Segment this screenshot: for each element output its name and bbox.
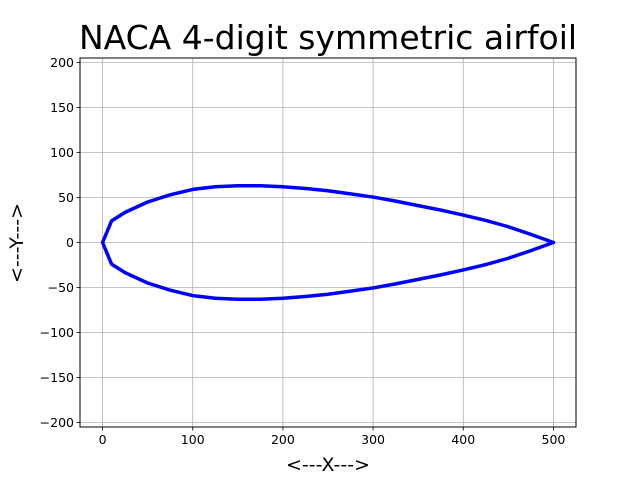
y-tick-label: 100 [50, 145, 74, 160]
y-tick-label: −200 [40, 415, 74, 430]
y-tick-label: 150 [50, 100, 74, 115]
y-tick-label: 0 [66, 235, 74, 250]
y-tick-label: 50 [58, 190, 74, 205]
y-tick-label: 200 [50, 55, 74, 70]
chart-title: NACA 4-digit symmetric airfoil [79, 18, 577, 57]
x-tick-label: 200 [271, 432, 295, 447]
x-tick-label: 0 [99, 432, 107, 447]
x-tick-label: 300 [361, 432, 385, 447]
y-tick-label: −50 [48, 280, 74, 295]
x-tick-label: 400 [451, 432, 475, 447]
y-tick-label: −150 [40, 370, 74, 385]
y-axis-title: <---Y---> [6, 203, 28, 283]
ticks: 0 100 200 300 400 500 −200 −150 −100 −50 0 50 100 150… [40, 55, 566, 447]
x-tick-label: 500 [542, 432, 566, 447]
airfoil-outline [100, 184, 556, 301]
y-tick-label: −100 [40, 325, 74, 340]
grid [80, 58, 576, 427]
series-layer [100, 184, 556, 301]
x-axis-title: <---X---> [286, 454, 370, 476]
x-tick-label: 100 [181, 432, 205, 447]
